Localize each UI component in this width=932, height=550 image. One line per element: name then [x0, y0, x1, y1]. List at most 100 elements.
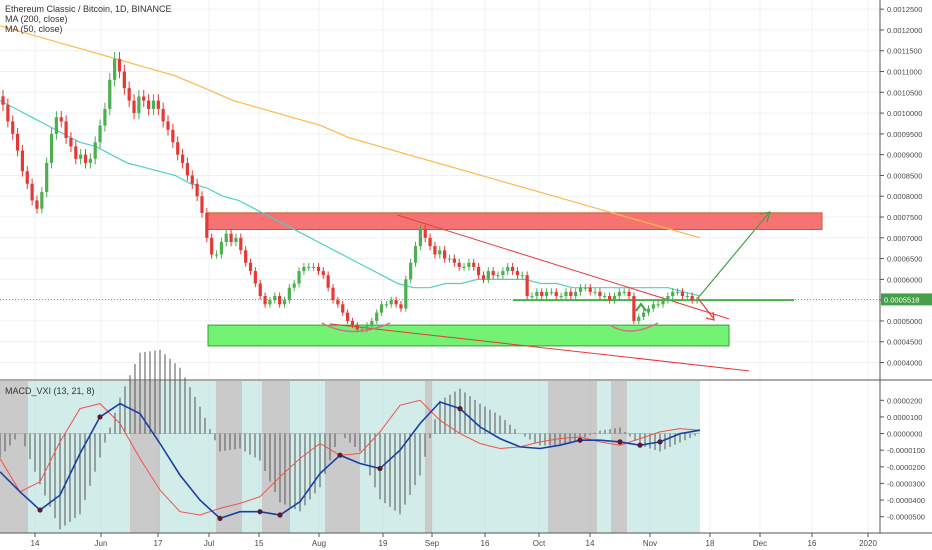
price-tick-label: 0.0011500 — [887, 47, 922, 56]
macd-band-gray — [548, 381, 597, 533]
crossover-point — [457, 406, 463, 412]
macd-band-teal — [627, 381, 650, 533]
candle-body — [365, 325, 369, 330]
candle-body — [569, 291, 573, 297]
date-tick-label: 18 — [706, 539, 715, 548]
candle-body — [404, 279, 408, 309]
candle-body — [666, 296, 670, 301]
macd-band-gray — [216, 381, 242, 533]
macd-tick-label: -0.0000400 — [887, 496, 925, 505]
price-tick-label: 0.0004000 — [887, 359, 922, 368]
candle-body — [171, 129, 175, 143]
macd-tick-label: -0.0000500 — [887, 513, 925, 522]
candle-body — [583, 287, 587, 289]
price-tick-label: 0.0007500 — [887, 213, 922, 222]
projection-up-line — [697, 213, 769, 299]
crossover-point — [377, 465, 383, 472]
date-tick-label: 17 — [154, 539, 163, 548]
candle-body — [93, 142, 97, 159]
legend-title: Ethereum Classic / Bitcoin, 1D, BINANCE — [5, 4, 172, 14]
candle-body — [234, 237, 238, 242]
candle-body — [481, 275, 486, 280]
candle-body — [510, 266, 515, 272]
cup-arc — [609, 322, 659, 332]
candle-body — [486, 271, 490, 280]
candle-body — [30, 183, 34, 201]
candle-body — [185, 162, 190, 176]
annotations — [321, 211, 771, 333]
candle-body — [312, 266, 316, 268]
candle-body — [142, 96, 146, 101]
macd-band-teal — [597, 381, 611, 533]
candle-body — [447, 258, 452, 260]
candle-body — [515, 271, 520, 276]
candle-body — [360, 329, 364, 331]
candle-body — [156, 100, 160, 109]
candle-body — [452, 258, 456, 263]
candle-body — [375, 312, 379, 321]
candle-body — [214, 254, 219, 256]
candle-body — [326, 275, 330, 288]
candle-body — [675, 291, 680, 293]
legend-ma200: MA (200, close) — [5, 14, 68, 24]
candle-body — [341, 304, 345, 313]
main-legend: Ethereum Classic / Bitcoin, 1D, BINANCE … — [5, 4, 172, 34]
macd-legend: MACD_VXI (13, 21, 8) — [5, 386, 95, 396]
candle-body — [491, 271, 495, 276]
macd-panel — [0, 349, 701, 530]
candle-body — [409, 262, 413, 280]
candle-body — [472, 262, 476, 267]
candle-body — [239, 237, 243, 251]
candle-body — [273, 296, 277, 301]
candle-body — [146, 100, 151, 109]
candle-body — [598, 291, 602, 297]
date-tick-label: Jul — [204, 539, 214, 548]
legend-ma50: MA (50, close) — [5, 24, 63, 34]
price-tick-label: 0.0009500 — [887, 130, 922, 139]
candle-body — [244, 250, 248, 263]
candle-body — [210, 237, 214, 255]
candle-body — [467, 262, 471, 267]
cup-arc — [321, 322, 391, 333]
crossover-point — [277, 512, 283, 518]
candle-body — [161, 108, 165, 122]
candle-body — [603, 296, 607, 298]
candle-body — [268, 300, 272, 305]
macd-line — [0, 401, 701, 520]
price-tick-label: 0.0007000 — [887, 234, 922, 243]
candle-body — [549, 291, 554, 293]
candle-body — [457, 262, 461, 267]
candle-body — [418, 229, 422, 247]
candle-body — [530, 296, 534, 298]
macd-band-teal — [432, 381, 548, 533]
price-tick-label: 0.0011000 — [887, 68, 922, 77]
date-tick-label: Jun — [95, 539, 108, 548]
trendlines — [0, 214, 880, 372]
candle-body — [229, 233, 233, 242]
price-tick-label: 0.0008500 — [887, 171, 922, 180]
support-zone — [207, 324, 730, 347]
candle-body — [428, 237, 432, 247]
candle-body — [200, 196, 204, 213]
price-tick-label: 0.0006000 — [887, 275, 922, 284]
candle-body — [263, 296, 267, 305]
current-price-label: 0.0005518 — [884, 295, 919, 304]
candles — [1, 51, 699, 333]
candle-body — [253, 271, 257, 284]
candle-body — [520, 275, 524, 277]
candle-body — [413, 246, 418, 263]
candle-body — [79, 154, 83, 159]
candle-body — [137, 96, 141, 114]
date-tick-label: 16 — [808, 539, 817, 548]
candle-body — [297, 271, 301, 284]
price-tick-label: 0.0009000 — [887, 151, 922, 160]
crossover-point — [217, 515, 223, 521]
candle-body — [205, 212, 209, 238]
candle-body — [588, 287, 592, 292]
candle-body — [108, 79, 112, 109]
candle-body — [496, 275, 500, 277]
candle-body — [292, 283, 296, 288]
candle-body — [166, 121, 170, 130]
candle-body — [379, 304, 384, 313]
